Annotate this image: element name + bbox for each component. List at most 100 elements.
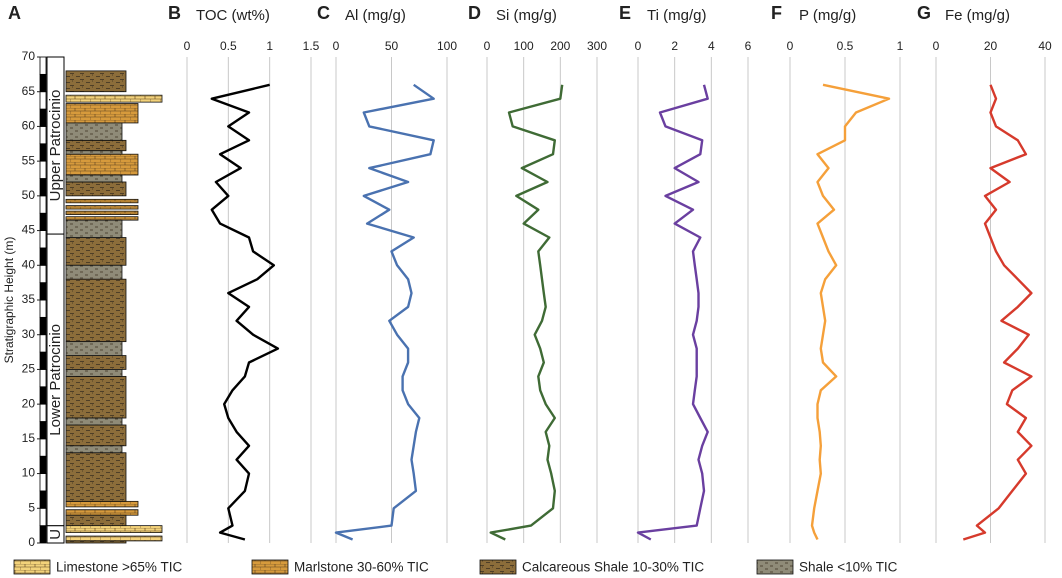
x-tick-label: 0 [635, 39, 642, 53]
y-tick-label: 55 [22, 153, 36, 167]
bed [65, 216, 139, 221]
legend-swatch [251, 559, 289, 575]
scale-bar [39, 473, 47, 492]
scale-bar [39, 212, 47, 231]
y-tick-label: 5 [28, 500, 35, 514]
scale-bar [39, 438, 47, 457]
bed [65, 237, 127, 266]
bed [65, 219, 123, 238]
bed [65, 264, 123, 280]
x-tick-label: 300 [587, 39, 607, 53]
legend-label: Shale <10% TIC [799, 560, 898, 575]
bed [65, 500, 139, 508]
bed [65, 514, 127, 527]
scale-bar [39, 525, 47, 544]
scale-bar [39, 143, 47, 162]
bed [65, 278, 127, 343]
bed [65, 150, 123, 155]
y-tick-label: 15 [22, 431, 36, 445]
scale-bar [39, 108, 47, 127]
scale-bar [39, 507, 47, 527]
bed [65, 417, 123, 426]
y-tick-label: 0 [28, 535, 35, 549]
unit-label: Lower Patrocinio [47, 324, 64, 436]
legend-label: Limestone >65% TIC [56, 560, 182, 575]
x-tick-label: 6 [745, 39, 752, 53]
panel-title: Si (mg/g) [496, 7, 557, 24]
bed [65, 509, 139, 516]
bed [65, 375, 127, 419]
scale-bar [39, 91, 47, 110]
scale-bar [39, 247, 47, 266]
bed [65, 535, 163, 542]
scale-bar [39, 334, 47, 353]
y-tick-label: 60 [22, 119, 36, 133]
x-tick-label: 1 [266, 39, 273, 53]
y-tick-label: 20 [22, 396, 36, 410]
profile-line [962, 84, 1033, 541]
y-tick-label: 10 [22, 466, 36, 480]
y-tick-label: 40 [22, 257, 36, 271]
y-tick-label: 35 [22, 292, 36, 306]
x-tick-label: 1.5 [303, 39, 320, 53]
scale-bar [39, 403, 47, 422]
unit-label: Upper Patrocinio [47, 90, 64, 202]
scale-bar [39, 264, 47, 284]
y-tick-label: 65 [22, 84, 36, 98]
scale-bar [39, 490, 47, 509]
x-tick-label: 0 [484, 39, 491, 53]
x-tick-label: 2 [671, 39, 678, 53]
profile-line [334, 83, 435, 541]
bed [65, 424, 127, 447]
x-tick-label: 0 [184, 39, 191, 53]
panel-letter: A [8, 3, 21, 23]
x-tick-label: 0 [933, 39, 940, 53]
bed [65, 103, 139, 124]
bed [65, 205, 139, 210]
scale-bar [39, 299, 47, 318]
bed [65, 153, 139, 176]
legend-label: Calcareous Shale 10-30% TIC [522, 560, 704, 575]
profile-line [210, 83, 280, 541]
bed [65, 445, 123, 454]
profile-line [810, 83, 891, 541]
legend-swatch [13, 559, 51, 575]
x-tick-label: 4 [708, 39, 715, 53]
panel-letter: D [468, 3, 481, 23]
x-tick-label: 0 [787, 39, 794, 53]
x-tick-label: 40 [1038, 39, 1052, 53]
panel-title: Ti (mg/g) [647, 7, 706, 24]
x-tick-label: 200 [550, 39, 570, 53]
profile-line [489, 84, 564, 541]
x-tick-label: 0.5 [837, 39, 854, 53]
scale-bar [39, 160, 47, 179]
bed [65, 139, 127, 152]
scale-bar [39, 178, 47, 197]
bed [65, 181, 127, 197]
x-tick-label: 50 [385, 39, 399, 53]
scale-bar [39, 351, 47, 370]
x-tick-label: 0 [333, 39, 340, 53]
bed [65, 452, 127, 502]
y-tick-label: 45 [22, 223, 36, 237]
panel-letter: F [771, 3, 782, 23]
bed [65, 174, 123, 183]
x-tick-label: 1 [897, 39, 904, 53]
legend-label: Marlstone 30-60% TIC [294, 560, 429, 575]
legend-swatch [756, 559, 794, 575]
scale-bar [39, 316, 47, 336]
bed [65, 355, 127, 370]
legend-swatch [479, 559, 517, 575]
panel-title: Al (mg/g) [345, 7, 406, 24]
panel-title: TOC (wt%) [196, 7, 270, 24]
panel-title: Fe (mg/g) [945, 7, 1010, 24]
y-axis-title: Stratigraphic Height (m) [2, 237, 16, 364]
scale-bar [39, 230, 47, 249]
bed [65, 369, 123, 377]
bed [65, 210, 139, 216]
x-tick-label: 100 [437, 39, 457, 53]
bed [65, 70, 127, 93]
panel-letter: B [168, 3, 181, 23]
scale-bar [39, 455, 47, 474]
